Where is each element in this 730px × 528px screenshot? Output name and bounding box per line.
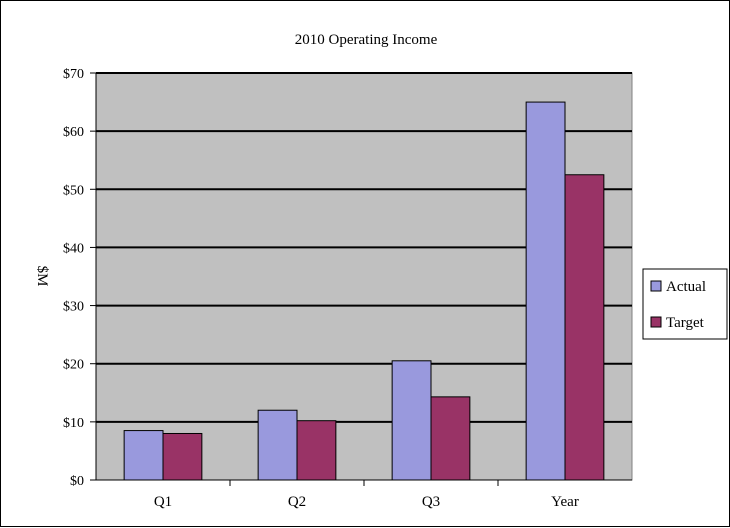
y-tick-label: $50 [63, 183, 84, 198]
x-tick-label: Q3 [422, 494, 440, 510]
x-axis-ticks: Q1 Q2 Q3 Year [154, 480, 579, 510]
y-axis-ticks: $0 $10 $20 $30 $40 $50 $60 $70 [63, 67, 96, 489]
y-tick-label: $0 [70, 474, 84, 489]
bars [123, 101, 605, 481]
x-tick-label: Q1 [154, 494, 172, 510]
y-tick-label: $40 [63, 241, 84, 256]
x-tick-label: Q2 [288, 494, 306, 510]
bar-target-q3 [430, 396, 471, 481]
y-axis-label: $M [34, 266, 50, 287]
bar-target-q1 [162, 432, 203, 481]
legend-label-actual: Actual [666, 279, 706, 295]
bar-actual-q1 [123, 430, 164, 481]
bar-actual-q3 [391, 360, 432, 481]
legend: Actual Target [642, 268, 728, 340]
y-tick-label: $60 [63, 125, 84, 140]
y-tick-label: $70 [63, 67, 84, 82]
bar-actual-q2 [257, 409, 298, 481]
y-tick-label: $30 [63, 300, 84, 315]
legend-swatch-actual [650, 280, 662, 292]
bar-actual-year [525, 101, 566, 481]
y-tick-label: $10 [63, 416, 84, 431]
y-tick-label: $20 [63, 358, 84, 373]
legend-swatch-target [650, 316, 662, 328]
x-tick-label: Year [551, 494, 579, 510]
bar-target-year [564, 174, 605, 481]
legend-label-target: Target [666, 315, 705, 331]
bar-target-q2 [296, 420, 337, 481]
chart-title: 2010 Operating Income [295, 32, 438, 48]
